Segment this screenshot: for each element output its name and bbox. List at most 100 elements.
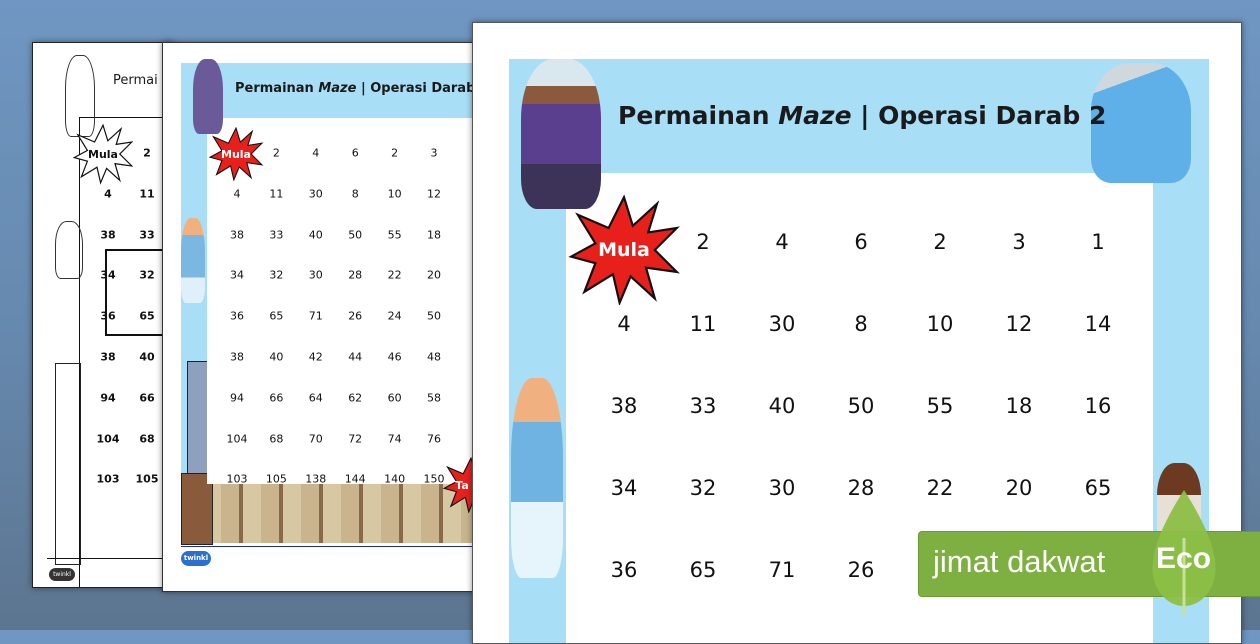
maze-number-cell: 2 (272, 146, 280, 160)
start-burst: Mula (203, 127, 269, 181)
maze-number-cell: 11 (139, 187, 155, 201)
maze-path-line (105, 249, 173, 251)
twinkl-logo: twinkl (49, 568, 75, 581)
hero-illustration (55, 221, 83, 279)
maze-number-cell: 3 (430, 146, 438, 160)
maze-number-cell: 33 (139, 228, 155, 242)
maze-number-cell: 22 (387, 268, 402, 282)
worksheet-preview-colour[interactable]: Permainan Maze | Operasi Darab 2 Mula Ta… (162, 42, 477, 592)
maze-number-cell: 24 (387, 309, 402, 323)
maze-number-cell: 6 (854, 230, 868, 254)
worksheet-preview-main[interactable]: Permainan Maze | Operasi Darab 2 Mula 2 4… (472, 22, 1242, 644)
maze-number-cell: 2 (933, 230, 947, 254)
maze-number-cell: 11 (269, 187, 284, 201)
building-illustration (187, 361, 209, 483)
maze-number-cell: 105 (265, 472, 287, 486)
maze-number-cell: 28 (348, 268, 363, 282)
maze-number-cell: 38 (610, 394, 638, 418)
maze-number-cell: 65 (269, 309, 284, 323)
maze-number-cell: 4 (104, 187, 112, 201)
start-burst: Mula (73, 123, 133, 185)
leaf-icon: Eco (1148, 488, 1220, 618)
maze-number-cell: 8 (854, 312, 868, 336)
maze-path-line (105, 249, 107, 335)
maze-number-cell: 40 (768, 394, 796, 418)
hero-illustration (521, 59, 601, 209)
maze-number-cell: 50 (348, 228, 363, 242)
maze-number-cell: 144 (344, 472, 366, 486)
maze-number-cell: 26 (348, 309, 363, 323)
maze-number-cell: 12 (1005, 312, 1033, 336)
maze-number-cell: 74 (387, 432, 402, 446)
maze-path-line (105, 334, 173, 336)
maze-number-cell: 76 (427, 432, 441, 446)
maze-number-cell: 10 (387, 187, 402, 201)
maze-number-cell: 44 (348, 350, 363, 364)
maze-number-cell: 30 (768, 476, 796, 500)
hero-illustration (511, 378, 563, 578)
maze-number-cell: 72 (348, 432, 363, 446)
maze-number-cell: 11 (689, 312, 717, 336)
maze-number-cell: 4 (617, 312, 631, 336)
maze-number-cell: 55 (387, 228, 402, 242)
maze-number-cell: 38 (230, 228, 244, 242)
maze-number-cell: 4 (775, 230, 789, 254)
maze-number-cell: 10 (926, 312, 954, 336)
maze-number-cell: 1 (1091, 230, 1105, 254)
maze-number-cell: 30 (308, 187, 323, 201)
maze-number-cell: 103 (96, 472, 120, 486)
footer-divider (181, 546, 476, 547)
maze-number-cell: 18 (1005, 394, 1033, 418)
maze-number-cell: 32 (139, 268, 155, 282)
maze-number-cell: 103 (226, 472, 248, 486)
maze-number-cell: 40 (308, 228, 323, 242)
building-illustration (181, 473, 213, 545)
maze-number-cell: 68 (139, 432, 155, 446)
maze-number-cell: 20 (1005, 476, 1033, 500)
maze-number-cell: 71 (768, 558, 796, 582)
maze-number-cell: 33 (269, 228, 284, 242)
footer-divider (47, 558, 173, 559)
maze-number-cell: 12 (427, 187, 441, 201)
maze-number-cell: 40 (139, 350, 155, 364)
maze-number-cell: 34 (610, 476, 638, 500)
maze-number-cell: 62 (348, 391, 363, 405)
maze-number-cell: 33 (689, 394, 717, 418)
maze-number-cell: 104 (96, 432, 120, 446)
eco-badge-label: Eco (1156, 542, 1212, 575)
maze-number-cell: 65 (1084, 476, 1112, 500)
maze-number-cell: 55 (926, 394, 954, 418)
maze-number-cell: 71 (308, 309, 323, 323)
maze-number-cell: 65 (139, 309, 155, 323)
maze-number-cell: 58 (427, 391, 441, 405)
maze-number-cell: 32 (269, 268, 284, 282)
maze-number-cell: 60 (387, 391, 402, 405)
maze-number-cell: 68 (269, 432, 284, 446)
hero-illustration (193, 59, 223, 134)
maze-number-cell: 70 (308, 432, 323, 446)
maze-number-cell: 6 (351, 146, 359, 160)
twinkl-logo: twinkl (181, 551, 211, 566)
maze-number-cell: 30 (308, 268, 323, 282)
maze-number-cell: 64 (308, 391, 323, 405)
maze-number-cell: 22 (926, 476, 954, 500)
maze-number-cell: 28 (847, 476, 875, 500)
page-title: Permainan Maze | Operasi Darab 2 (235, 81, 477, 96)
maze-number-cell: 38 (100, 350, 116, 364)
maze-number-cell: 18 (427, 228, 441, 242)
maze-number-cell: 8 (351, 187, 359, 201)
city-skyline (181, 483, 476, 543)
maze-grid-border (79, 117, 173, 587)
start-burst: Mula (559, 195, 689, 305)
maze-number-cell: 26 (847, 558, 875, 582)
page-title: Permainan Maze | Operasi Darab 2 (618, 101, 1107, 130)
maze-number-cell: 138 (305, 472, 327, 486)
page-title-fragment: Permai (113, 73, 158, 88)
maze-number-cell: 36 (610, 558, 638, 582)
maze-number-cell: 32 (689, 476, 717, 500)
maze-number-cell: 36 (230, 309, 244, 323)
maze-number-cell: 34 (230, 268, 244, 282)
maze-number-cell: 30 (768, 312, 796, 336)
maze-number-cell: 38 (230, 350, 244, 364)
worksheet-preview-bw[interactable]: Permai Mula 2 4 11 38 33 34 32 36 65 38 40 94 66 104 6… (32, 42, 174, 588)
